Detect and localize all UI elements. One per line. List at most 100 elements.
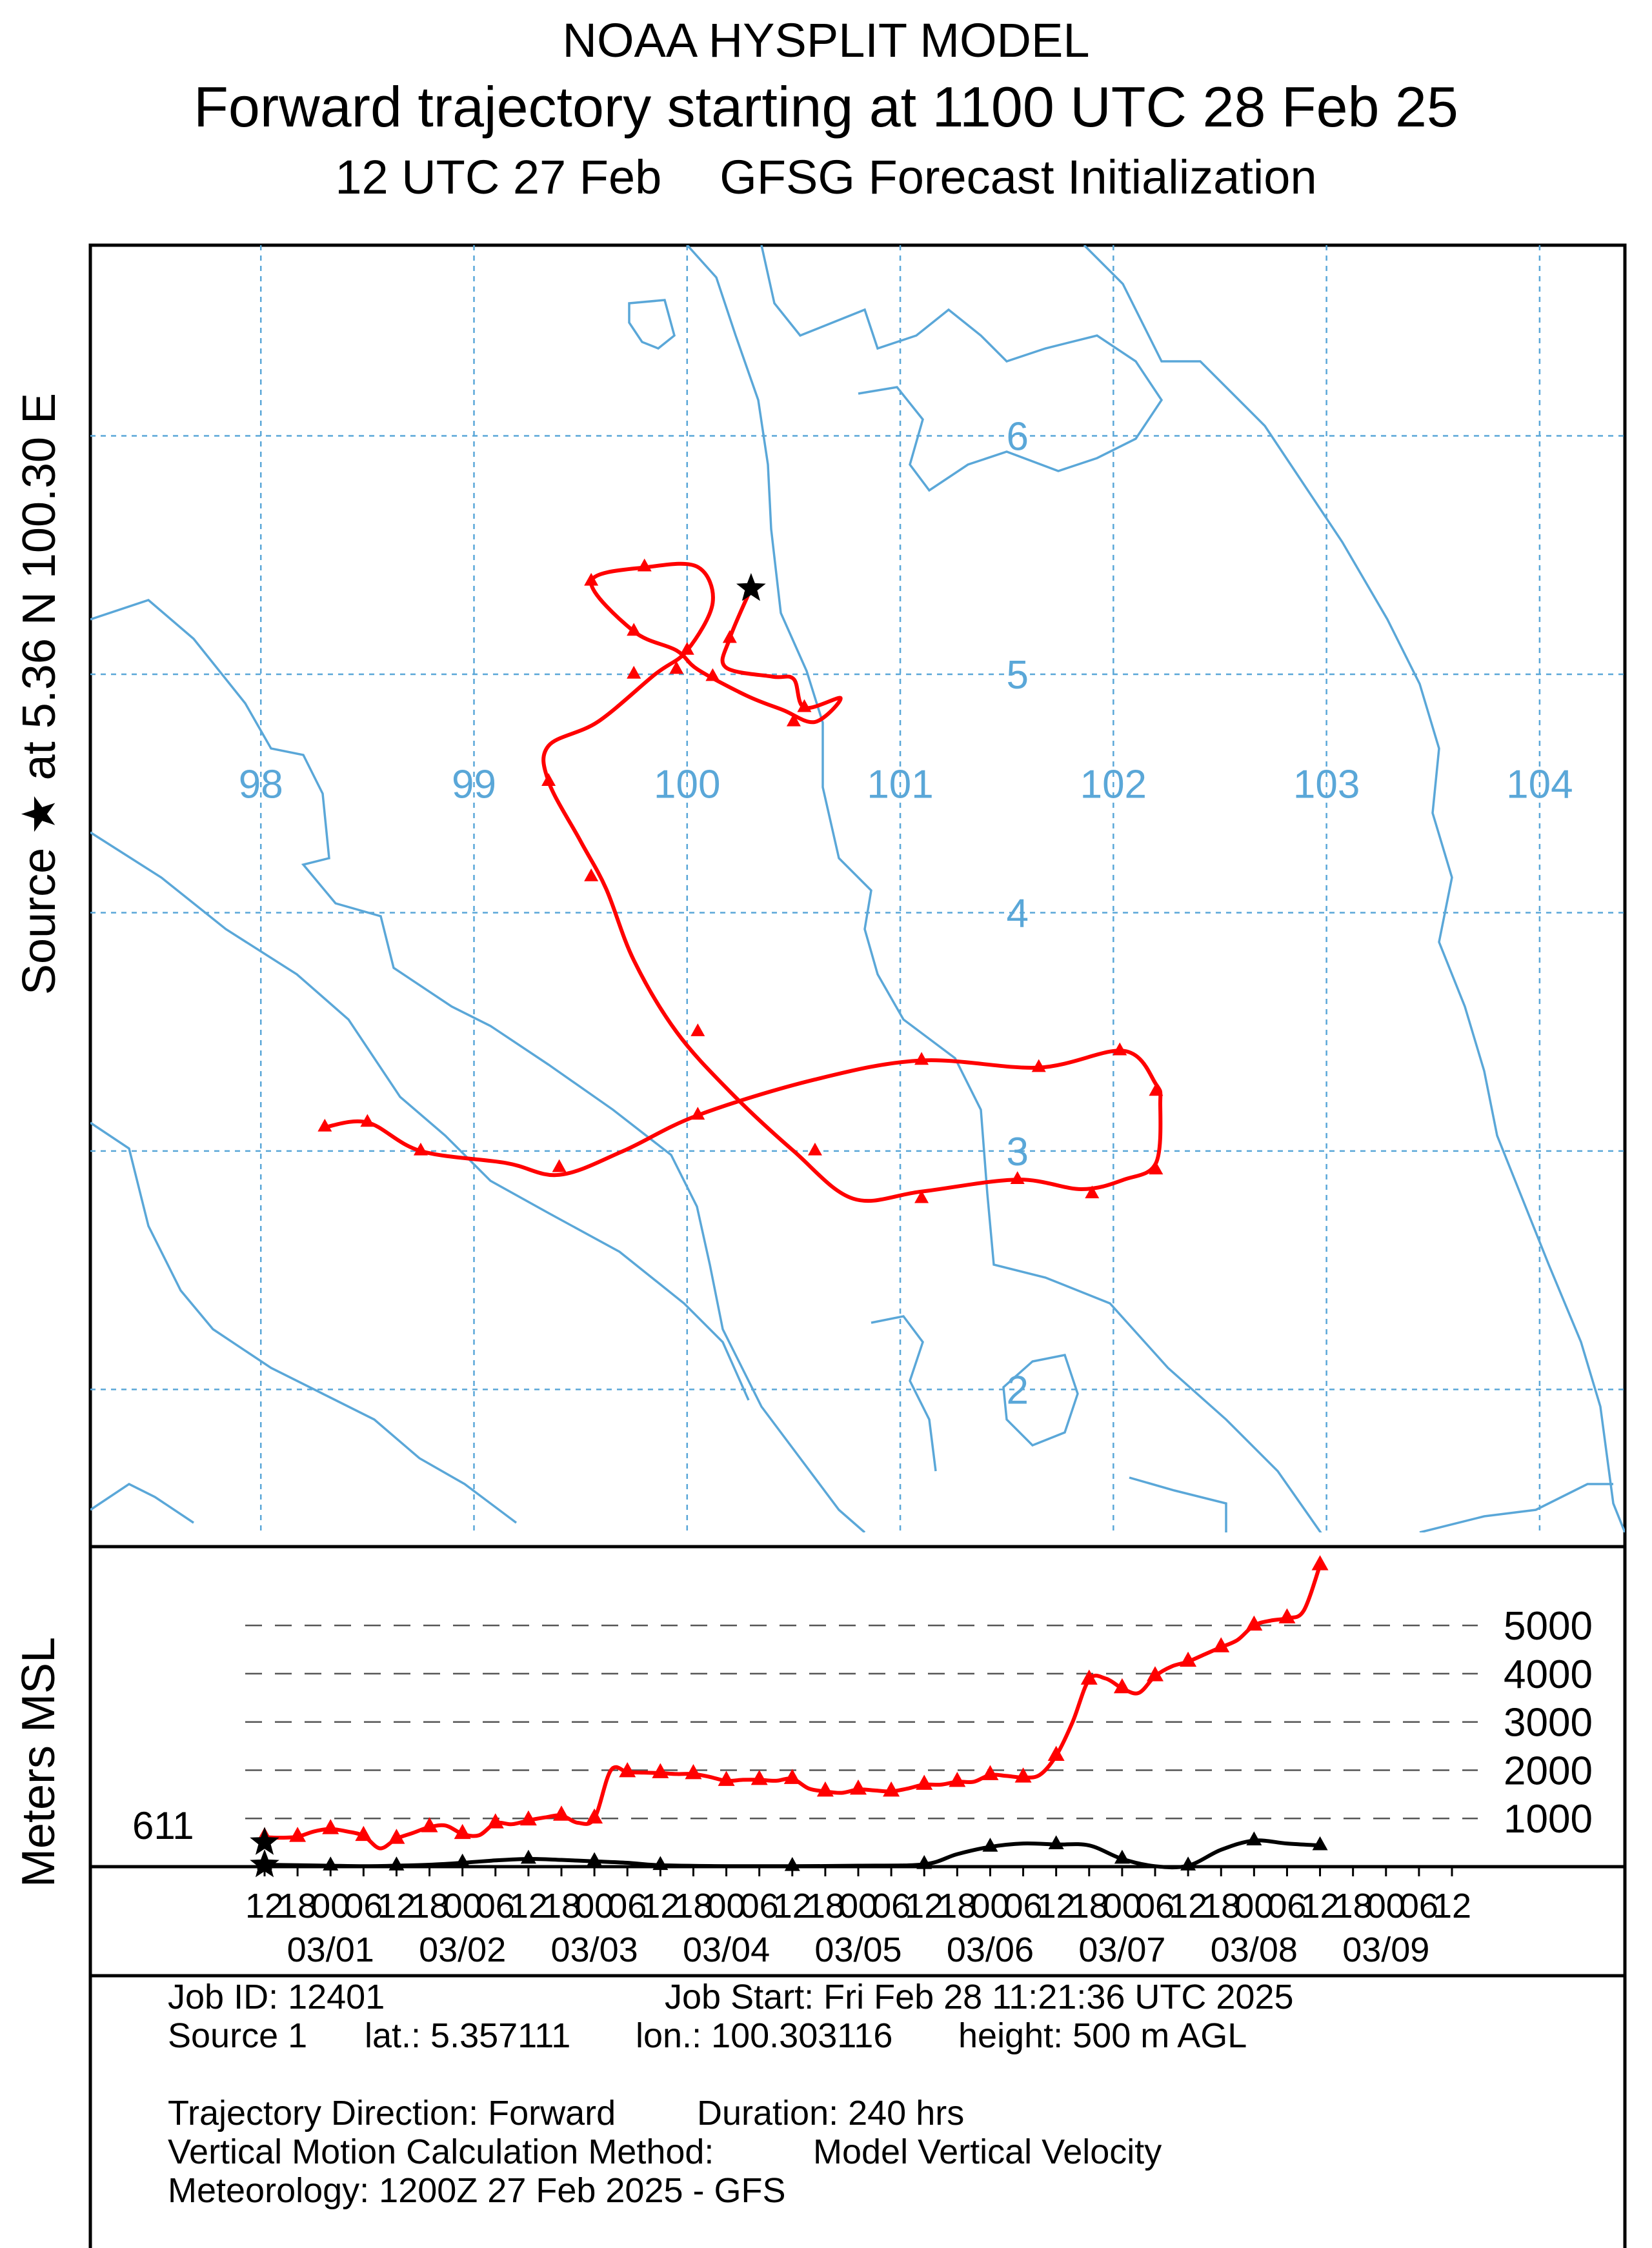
height-marker	[816, 1781, 834, 1797]
hour-tick-label: 18	[674, 1887, 712, 1925]
source-height: height: 500 m AGL	[958, 2016, 1247, 2055]
hour-tick-label: 00	[1234, 1887, 1273, 1925]
hour-tick-label: 00	[575, 1887, 614, 1925]
ground-marker	[520, 1849, 536, 1864]
height-marker	[1147, 1666, 1163, 1681]
hour-tick-label: 18	[542, 1887, 581, 1925]
coastlines	[90, 245, 1625, 1532]
title-line-2: Forward trajectory starting at 1100 UTC …	[194, 75, 1458, 139]
hour-tick-label: 00	[443, 1887, 482, 1925]
altitude-tick-label: 1000	[1504, 1797, 1593, 1842]
trajectory-marker	[413, 1142, 428, 1156]
date-tick-label: 03/02	[419, 1931, 506, 1969]
hour-tick-label: 12	[1037, 1887, 1076, 1925]
lat-tick-label: 6	[1006, 415, 1028, 459]
hour-tick-label: 12	[509, 1887, 548, 1925]
date-tick-label: 03/06	[947, 1931, 1034, 1969]
date-tick-label: 03/08	[1211, 1931, 1298, 1969]
altitude-tick-label: 3000	[1504, 1701, 1593, 1745]
lat-lon-grid	[90, 245, 1625, 1532]
trajectory-marker	[1010, 1171, 1025, 1184]
ground-star-icon	[250, 1849, 279, 1878]
vertical-method-value: Model Vertical Velocity	[813, 2133, 1162, 2171]
date-tick-label: 03/03	[551, 1931, 638, 1969]
trajectory-marker	[1149, 1161, 1163, 1175]
trajectory-marker	[690, 1107, 705, 1120]
hour-tick-label: 12	[1433, 1887, 1471, 1925]
height-marker	[487, 1813, 504, 1829]
trajectory-marker	[722, 630, 737, 643]
trajectory-marker	[914, 1190, 929, 1203]
vertical-method-label: Vertical Motion Calculation Method:	[168, 2133, 714, 2171]
hour-tick-label: 06	[740, 1887, 779, 1925]
trajectory-marker	[1031, 1059, 1046, 1072]
height-marker	[289, 1827, 307, 1842]
hour-tick-label: 00	[971, 1887, 1009, 1925]
job-start: Job Start: Fri Feb 28 11:21:36 UTC 2025	[665, 1978, 1294, 2016]
ground-marker	[454, 1853, 470, 1868]
trajectory-marker	[584, 868, 599, 881]
trajectory-marker	[584, 572, 599, 586]
map-tick-labels: 98 99 100 101 102 103 104 2 3 4 5 6	[239, 415, 1573, 1413]
height-marker	[783, 1769, 801, 1784]
meteorology: Meteorology: 1200Z 27 Feb 2025 - GFS	[168, 2171, 786, 2210]
height-marker	[982, 1765, 999, 1780]
height-marker	[1213, 1637, 1230, 1652]
height-marker	[685, 1763, 702, 1780]
height-marker	[1278, 1608, 1296, 1623]
source-lat: lat.: 5.357111	[365, 2016, 571, 2055]
height-marker	[750, 1769, 768, 1785]
height-marker	[322, 1819, 339, 1834]
title-line-3: 12 UTC 27 Feb GFSG Forecast Initializatio…	[0, 150, 1652, 205]
trajectory-marker	[627, 665, 641, 679]
duration: Duration: 240 hrs	[697, 2094, 965, 2133]
height-marker	[949, 1771, 966, 1787]
height-marker	[1311, 1555, 1329, 1571]
date-tick-label: 03/09	[1342, 1931, 1429, 1969]
altitude-x-ticks: 1218000612180006121800061218000612180006…	[245, 1867, 1471, 1969]
height-marker	[586, 1808, 603, 1824]
trajectory-marker	[552, 1159, 567, 1172]
source-name: Source 1	[168, 2016, 308, 2055]
hour-tick-label: 00	[311, 1887, 350, 1925]
hour-tick-label: 12	[773, 1887, 812, 1925]
trajectory-marker	[786, 713, 801, 727]
hour-tick-label: 18	[278, 1887, 317, 1925]
trajectory-marker	[705, 668, 720, 681]
lat-tick-label: 5	[1006, 653, 1028, 697]
height-marker	[718, 1771, 735, 1786]
height-marker	[454, 1823, 471, 1840]
height-marker	[1245, 1615, 1263, 1631]
lon-tick-label: 98	[239, 762, 283, 807]
height-marker	[916, 1774, 933, 1790]
lat-tick-label: 3	[1006, 1130, 1028, 1174]
height-marker	[1113, 1678, 1131, 1694]
date-tick-label: 03/04	[683, 1931, 770, 1969]
trajectory-marker	[797, 699, 812, 712]
hour-tick-label: 12	[1301, 1887, 1340, 1925]
height-marker	[519, 1810, 537, 1826]
hour-tick-label: 06	[1004, 1887, 1043, 1925]
hour-tick-label: 06	[1267, 1887, 1306, 1925]
hour-tick-label: 06	[476, 1887, 515, 1925]
trajectory-marker	[317, 1118, 332, 1132]
hour-tick-label: 18	[1334, 1887, 1373, 1925]
trajectory-marker	[627, 623, 641, 636]
trajectory-marker	[669, 661, 684, 674]
height-marker	[619, 1762, 636, 1778]
height-marker	[883, 1781, 900, 1797]
lat-tick-label: 4	[1006, 891, 1028, 936]
height-marker	[652, 1763, 669, 1778]
height-marker	[553, 1805, 570, 1821]
lon-tick-label: 100	[654, 762, 720, 807]
trajectory-direction: Trajectory Direction: Forward	[168, 2094, 616, 2133]
lon-tick-label: 99	[452, 762, 496, 807]
hour-tick-label: 00	[839, 1887, 878, 1925]
height-marker	[1180, 1651, 1197, 1667]
trajectory-marker	[807, 1142, 822, 1156]
date-tick-label: 03/05	[814, 1931, 902, 1969]
date-tick-label: 03/07	[1078, 1931, 1165, 1969]
ground-marker	[1048, 1835, 1064, 1849]
height-marker	[1047, 1745, 1065, 1761]
